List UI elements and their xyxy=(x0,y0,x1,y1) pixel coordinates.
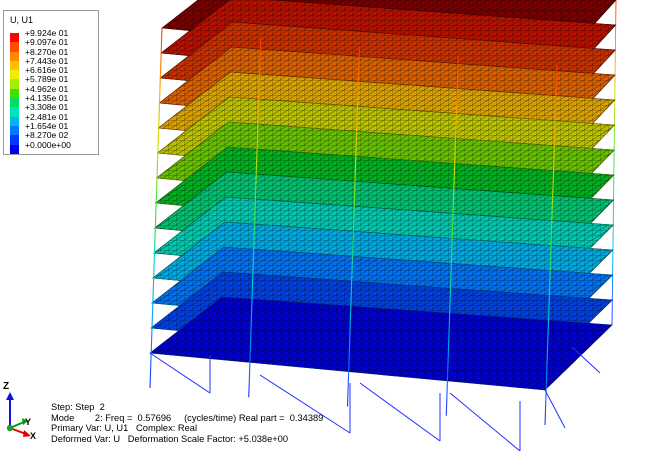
column-line xyxy=(445,55,459,416)
base-bracing xyxy=(149,346,601,452)
legend-label: +4.135e 01 xyxy=(25,93,69,104)
legend-swatch xyxy=(10,116,19,126)
viewport-info: Step: Step 2 Mode 2: Freq = 0.57696 (cycl… xyxy=(51,402,323,444)
legend-swatch xyxy=(10,51,19,61)
legend-entry: +9.924e 01 xyxy=(9,29,97,43)
legend-swatch xyxy=(10,88,19,99)
column-line xyxy=(248,37,262,398)
legend-entry: +4.962e 01 xyxy=(9,84,97,99)
legend-title: U, U1 xyxy=(10,15,34,25)
legend-label: +2.481e 01 xyxy=(25,111,69,122)
info-primary-var: Primary Var: U, U1 Complex: Real xyxy=(51,423,198,434)
info-mode: Mode 2: Freq = 0.57696 (cycles/time) Rea… xyxy=(51,412,324,423)
legend-swatch xyxy=(10,79,19,89)
legend-entry: +8.270e 02 xyxy=(9,131,97,145)
legend-entry: +1.654e 01 xyxy=(9,121,97,136)
legend-entry: +5.789e 01 xyxy=(9,75,97,89)
legend-entry: +3.308e 01 xyxy=(9,103,97,117)
legend-entry: +6.616e 01 xyxy=(9,66,97,80)
legend-swatch xyxy=(10,33,19,43)
legend-label: +5.789e 01 xyxy=(25,74,69,85)
legend-label: +6.616e 01 xyxy=(25,65,69,76)
legend-swatch xyxy=(10,144,19,154)
brace-line xyxy=(571,346,601,374)
legend-swatch xyxy=(10,107,19,117)
brace-line xyxy=(449,392,521,452)
brace-line xyxy=(259,374,351,434)
legend-label: +8.270e 01 xyxy=(25,46,69,57)
legend-swatch xyxy=(10,135,19,145)
legend-scale: +9.924e 01 +9.097e 01 +8.270e 01 +7.443e 01… xyxy=(9,29,97,154)
floor-slabs xyxy=(149,0,617,391)
info-deformed-var: Deformed Var: U Deformation Scale Factor… xyxy=(51,433,289,444)
legend-label: +0.000e+00 xyxy=(25,139,71,150)
building-columns-front xyxy=(149,27,558,426)
column-line xyxy=(544,64,558,426)
brace-line xyxy=(359,382,441,442)
legend-entry: +7.443e 01 xyxy=(9,56,97,71)
legend-entry: +8.270e 01 xyxy=(9,47,97,61)
column-line xyxy=(149,27,163,389)
legend-swatch xyxy=(10,42,19,52)
brace-line xyxy=(149,352,211,394)
column-line xyxy=(611,0,617,326)
legend-entry: +4.135e 01 xyxy=(9,94,97,108)
legend-entry: +2.481e 01 xyxy=(9,112,97,126)
legend-label: +9.097e 01 xyxy=(25,37,69,48)
legend-swatch xyxy=(10,125,19,136)
legend-label: +8.270e 02 xyxy=(25,130,69,141)
legend-swatch xyxy=(10,98,19,108)
triad-z-label: Z xyxy=(3,381,9,392)
legend-label: +3.308e 01 xyxy=(25,102,69,113)
contour-legend: U, U1 +9.924e 01 +9.097e 01 +8.270e 01 +7.4… xyxy=(3,10,99,155)
legend-swatch xyxy=(10,70,19,80)
legend-label: +7.443e 01 xyxy=(25,55,69,66)
legend-swatch xyxy=(10,60,19,71)
axis-triad-icon: Z Y X xyxy=(3,381,36,441)
triad-y-label: Y xyxy=(25,417,31,427)
legend-label: +1.654e 01 xyxy=(25,120,69,131)
brace-line xyxy=(544,389,566,429)
legend-entry: +9.097e 01 xyxy=(9,38,97,52)
info-step: Step: Step 2 xyxy=(51,402,105,412)
legend-label: +9.924e 01 xyxy=(25,28,69,38)
triad-x-label: X xyxy=(30,431,36,441)
legend-entry: +0.000e+00 xyxy=(9,140,97,154)
column-line xyxy=(346,46,361,407)
legend-label: +4.962e 01 xyxy=(25,83,69,94)
